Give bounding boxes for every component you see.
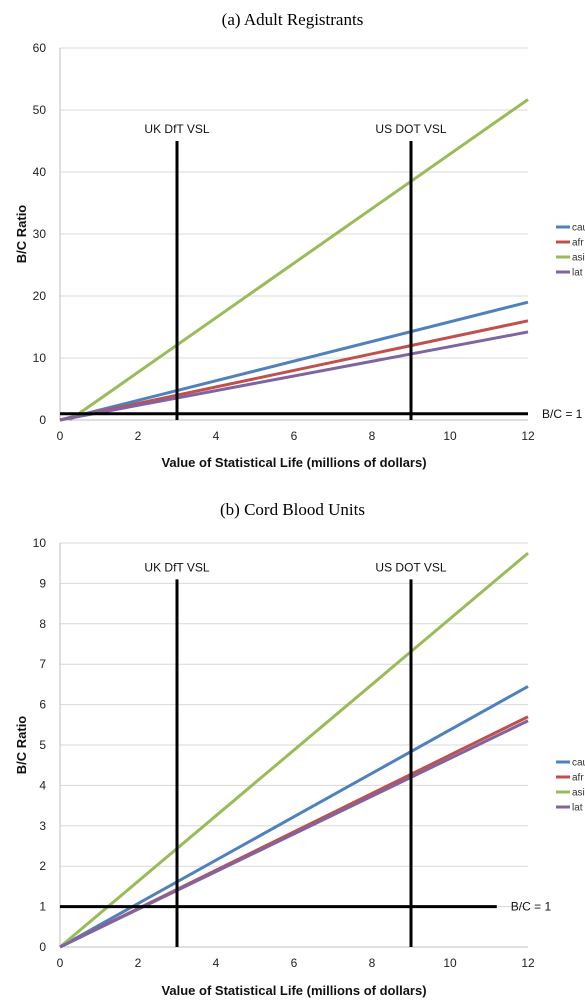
reference-line-label: B/C = 1 (511, 900, 552, 914)
reference-line-label: B/C = 1 (542, 407, 583, 421)
y-tick-label: 8 (39, 617, 46, 631)
y-tick-label: 20 (33, 289, 47, 303)
y-tick-label: 3 (39, 819, 46, 833)
x-tick-label: 2 (135, 956, 142, 970)
chart-svg-adult-registrants: 0 10 20 30 40 50 60 0 2 4 6 8 10 12 UK DfT VSL US DOT V… (14, 41, 585, 470)
series-line-lat (59, 330, 529, 422)
chart-title: (a) Adult Registrants (221, 10, 364, 29)
y-axis-title: B/C Ratio (14, 205, 29, 264)
reference-line-label: US DOT VSL (375, 122, 446, 136)
series-line-lat (59, 719, 529, 949)
legend-label-afr: afr (572, 238, 584, 249)
y-tick-label: 9 (39, 576, 46, 590)
x-tick-label: 12 (521, 429, 535, 443)
chart-panel-adult-registrants: (a) Adult Registrants 0 10 20 30 40 50 60 0 2 4 6 8… (0, 0, 585, 500)
y-tick-label: 0 (39, 940, 46, 954)
x-tick-label: 10 (443, 429, 457, 443)
legend-label-cau: cau (572, 758, 585, 769)
x-tick-label: 0 (57, 429, 64, 443)
x-tick-label: 8 (369, 429, 376, 443)
x-tick-label: 0 (57, 956, 64, 970)
legend-label-lat: lat (572, 803, 583, 814)
x-tick-label: 4 (213, 956, 220, 970)
reference-line-label: US DOT VSL (375, 560, 446, 574)
chart-title: (b) Cord Blood Units (220, 500, 365, 519)
series-line-afr (59, 319, 529, 422)
legend-label-cau: cau (572, 223, 585, 234)
y-tick-label: 30 (33, 227, 47, 241)
y-tick-label: 10 (33, 351, 47, 365)
y-tick-label: 6 (39, 698, 46, 712)
reference-line-label: UK DfT VSL (144, 560, 209, 574)
y-tick-label: 50 (33, 103, 47, 117)
y-tick-label: 60 (33, 41, 47, 55)
y-tick-label: 0 (39, 413, 46, 427)
y-tick-label: 7 (39, 657, 46, 671)
legend-label-afr: afr (572, 773, 584, 784)
x-tick-label: 2 (135, 429, 142, 443)
x-axis-title: Value of Statistical Life (millions of d… (161, 455, 426, 470)
x-tick-label: 8 (369, 956, 376, 970)
y-tick-label: 5 (39, 738, 46, 752)
x-tick-label: 6 (291, 429, 298, 443)
x-tick-label: 6 (291, 956, 298, 970)
y-tick-label: 4 (39, 778, 46, 792)
series-line-asi (59, 551, 529, 949)
reference-line-label: UK DfT VSL (144, 122, 209, 136)
y-tick-label: 10 (33, 536, 47, 550)
series-line-cau (59, 300, 529, 422)
x-tick-label: 4 (213, 429, 220, 443)
y-tick-label: 1 (39, 900, 46, 914)
series-line-asi (68, 98, 529, 422)
series-line-cau (59, 685, 529, 949)
x-axis-title: Value of Statistical Life (millions of d… (161, 983, 426, 998)
legend-label-asi: asi (572, 253, 585, 264)
y-tick-label: 40 (33, 165, 47, 179)
x-tick-label: 12 (521, 956, 535, 970)
legend-label-lat: lat (572, 268, 583, 279)
y-axis-title: B/C Ratio (14, 716, 29, 775)
legend-label-asi: asi (572, 788, 585, 799)
chart-panel-cord-blood-units: (b) Cord Blood Units 0 1 2 3 4 5 6 7 8 9 10 0 2 4 6 8 10… (0, 500, 585, 1005)
y-tick-label: 2 (39, 859, 46, 873)
x-tick-label: 10 (443, 956, 457, 970)
